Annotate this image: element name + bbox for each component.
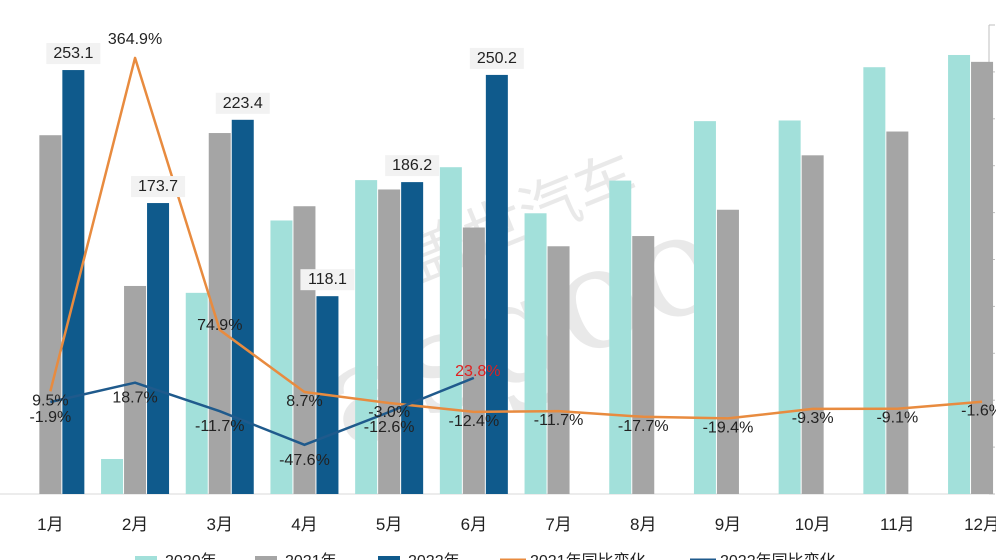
line-value-label: -17.7%	[618, 418, 669, 435]
line-value-label: -12.6%	[364, 419, 415, 436]
bar-2021年	[208, 133, 231, 494]
category-label: 6月	[461, 515, 487, 534]
category-label: 1月	[37, 515, 63, 534]
bar-2021年	[378, 189, 401, 495]
legend-label: 2021年	[285, 552, 337, 560]
bar-2020年	[609, 180, 632, 495]
category-label: 3月	[207, 515, 233, 534]
category-label: 5月	[376, 515, 402, 534]
bar-value-label: 186.2	[392, 157, 432, 174]
bar-2022年	[485, 74, 508, 494]
bar-2020年	[778, 120, 801, 494]
category-label: 4月	[291, 515, 317, 534]
category-label: 9月	[715, 515, 741, 534]
line-value-label: -47.6%	[279, 452, 330, 469]
line-value-label: -3.0%	[368, 404, 410, 421]
bar-2022年	[62, 70, 85, 495]
bar-value-label-bg	[385, 155, 440, 177]
bar-2020年	[101, 458, 124, 494]
line-value-label: -12.4%	[448, 413, 499, 430]
line-value-label: 9.5%	[32, 392, 68, 409]
category-label: 8月	[630, 515, 656, 534]
bar-value-label: 118.1	[308, 271, 347, 288]
bar-value-label-bg	[215, 92, 270, 114]
bar-2020年	[524, 213, 547, 494]
line-value-label: 74.9%	[197, 317, 242, 334]
bar-2020年	[270, 220, 293, 494]
legend: 2020年 2021年 2022年 2021年同比变化 2022年同比变化	[135, 552, 836, 560]
bar-value-label-bg	[131, 176, 186, 198]
bar-2021年	[632, 236, 655, 495]
bar-2021年	[39, 135, 62, 494]
bar-value-label-bg	[46, 43, 101, 65]
bar-2020年	[863, 67, 886, 495]
legend-label: 2022年同比变化	[720, 552, 836, 560]
bar-2022年	[231, 119, 254, 495]
bar-2021年	[462, 227, 485, 494]
legend-swatch	[378, 556, 400, 560]
bar-value-labels: 253.1 173.7 223.4 118.1 186.2 250.2	[46, 43, 524, 291]
line-value-label: -9.3%	[792, 410, 834, 427]
bar-value-label-bg	[469, 47, 524, 69]
bar-value-label: 250.2	[477, 50, 517, 67]
line-value-label: 8.7%	[286, 393, 322, 410]
legend-label: 2022年	[408, 552, 460, 560]
line-2022年同比变化	[50, 376, 475, 447]
bar-2021年	[801, 155, 824, 494]
line-value-label: -11.7%	[534, 412, 584, 429]
line-value-label: 364.9%	[108, 31, 162, 48]
bar-2020年	[185, 292, 208, 494]
category-label: 11月	[880, 515, 915, 534]
line-value-label: -11.7%	[195, 418, 245, 435]
bar-2020年	[355, 180, 378, 495]
bar-2021年	[971, 61, 994, 494]
legend-label: 2020年	[165, 552, 217, 560]
category-label: 12月	[964, 515, 996, 534]
line-value-label: -1.9%	[29, 409, 71, 426]
category-axis: 1月 2月 3月 4月 5月 6月 7月 8月 9月 10月 11月 12月	[37, 515, 996, 534]
bar-value-label: 223.4	[223, 95, 263, 112]
line-value-label: -1.6%	[961, 403, 996, 420]
line-value-label: -19.4%	[703, 419, 754, 436]
bar-2021年	[293, 206, 316, 495]
bar-value-label: 173.7	[138, 178, 178, 195]
bar-2021年	[886, 131, 909, 494]
bar-2020年	[439, 167, 462, 494]
bar-2022年	[147, 203, 170, 495]
category-label: 7月	[545, 515, 571, 534]
legend-swatch	[255, 556, 277, 560]
bar-2020年	[948, 54, 971, 495]
line-2021年同比变化	[49, 56, 983, 420]
line-value-label: 18.7%	[112, 390, 157, 407]
legend-swatch	[135, 556, 157, 560]
bar-2022年	[401, 182, 424, 495]
category-label: 10月	[795, 515, 831, 534]
category-label: 2月	[122, 515, 148, 534]
bar-2021年	[716, 209, 739, 494]
legend-label: 2021年同比变化	[530, 552, 646, 560]
bar-2021年	[124, 285, 147, 494]
bar-2020年	[693, 121, 716, 495]
line-value-label: -9.1%	[876, 410, 918, 427]
line-value-label: 23.8%	[455, 363, 500, 380]
lines-layer	[49, 56, 983, 447]
bar-value-label-bg	[300, 269, 355, 291]
bar-2021年	[547, 246, 570, 494]
bar-value-label: 253.1	[53, 45, 93, 62]
line-value-labels: 9.5% 364.9% 74.9% 8.7% -3.0% -12.4% -11.7% -17.…	[29, 31, 996, 469]
